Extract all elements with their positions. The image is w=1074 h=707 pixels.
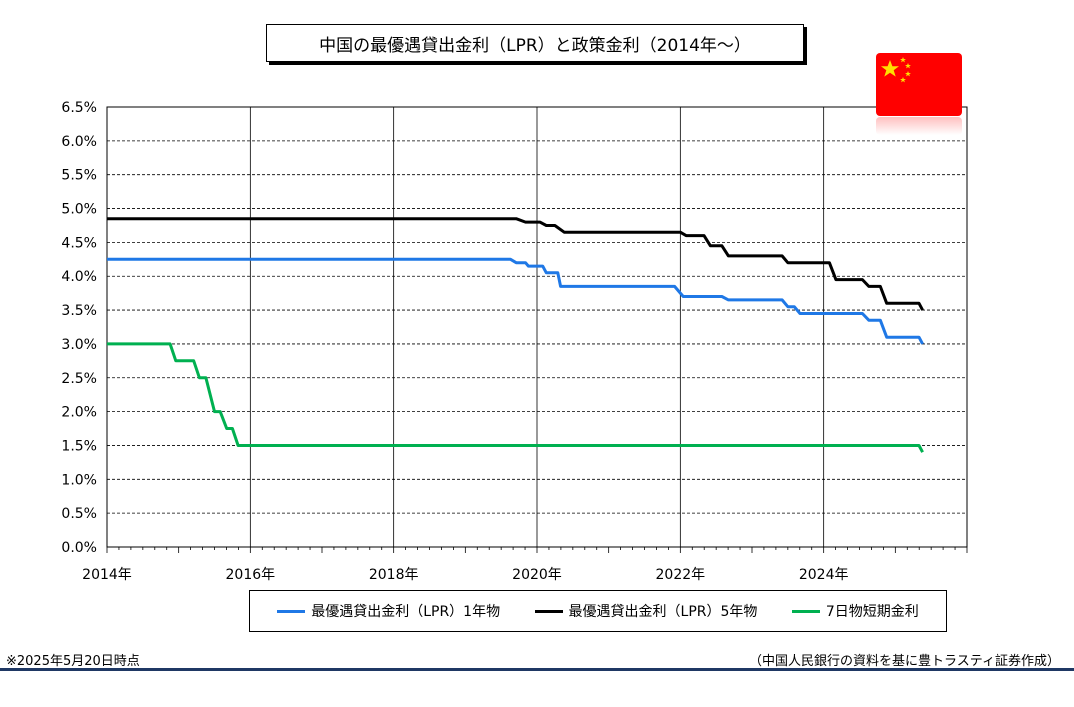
- flag-small-star: [905, 71, 911, 77]
- series-lines: [107, 217, 924, 453]
- y-tick-label: 1.0%: [61, 472, 97, 488]
- x-tick-label: 2020年: [512, 567, 562, 583]
- flag-big-star: [881, 60, 899, 77]
- legend-swatch: [277, 609, 306, 613]
- y-tick-label: 0.5%: [61, 506, 97, 522]
- series-line-0: [107, 257, 924, 345]
- x-tick-label: 2016年: [226, 567, 276, 583]
- legend-swatch: [791, 609, 820, 613]
- china-flag-icon: [876, 53, 962, 116]
- source-note: （中国人民銀行の資料を基に豊トラスティ証券作成）: [749, 654, 1060, 669]
- flag-reflection: [876, 117, 962, 135]
- x-tick-label: 2024年: [799, 567, 849, 583]
- legend-label: 最優遇貸出金利（LPR）1年物: [311, 604, 501, 620]
- x-minor-ticks: [106, 547, 968, 553]
- grid-lines: [107, 107, 967, 547]
- y-tick-label: 2.5%: [61, 371, 97, 387]
- legend-item-lpr-5y: 最優遇貸出金利（LPR）5年物: [534, 601, 758, 621]
- y-tick-label: 3.0%: [61, 337, 97, 353]
- y-tick-label: 4.5%: [61, 235, 97, 251]
- legend: 最優遇貸出金利（LPR）1年物 最優遇貸出金利（LPR）5年物 7日物短期金利: [249, 590, 947, 632]
- y-tick-label: 6.5%: [61, 100, 97, 116]
- legend-label: 最優遇貸出金利（LPR）5年物: [568, 604, 758, 620]
- y-tick-label: 2.0%: [61, 405, 97, 421]
- chart-title: 中国の最優遇貸出金利（LPR）と政策金利（2014年～）: [266, 24, 804, 62]
- y-tick-label: 4.0%: [61, 269, 97, 285]
- x-tick-label: 2022年: [656, 567, 706, 583]
- flag-small-star: [900, 57, 906, 63]
- y-tick-label: 3.5%: [61, 303, 97, 319]
- y-tick-label: 1.5%: [61, 438, 97, 454]
- legend-swatch: [534, 609, 563, 613]
- y-tick-label: 5.0%: [61, 202, 97, 218]
- y-tick-label: 6.0%: [61, 134, 97, 150]
- y-tick-label: 5.5%: [61, 168, 97, 184]
- x-tick-label: 2014年: [82, 567, 132, 583]
- x-axis-labels: 2014年 2016年 2018年 2020年 2022年 2024年: [82, 567, 848, 583]
- y-tick-label: 0.0%: [61, 540, 97, 556]
- legend-item-lpr-1y: 最優遇貸出金利（LPR）1年物: [277, 601, 500, 621]
- legend-label: 7日物短期金利: [825, 604, 919, 620]
- date-note: ※2025年5月20日時点: [6, 654, 140, 669]
- series-line-1: [107, 217, 924, 311]
- flag-small-star: [900, 77, 906, 83]
- legend-item-7d: 7日物短期金利: [791, 601, 919, 621]
- x-tick-label: 2018年: [369, 567, 419, 583]
- bottom-rule: [0, 668, 1074, 671]
- flag-small-star: [905, 63, 911, 69]
- y-axis-labels: 0.0% 0.5% 1.0% 1.5% 2.0% 2.5% 3.0% 3.5% 4.0% 4.5%…: [61, 100, 97, 556]
- series-line-2: [107, 342, 924, 453]
